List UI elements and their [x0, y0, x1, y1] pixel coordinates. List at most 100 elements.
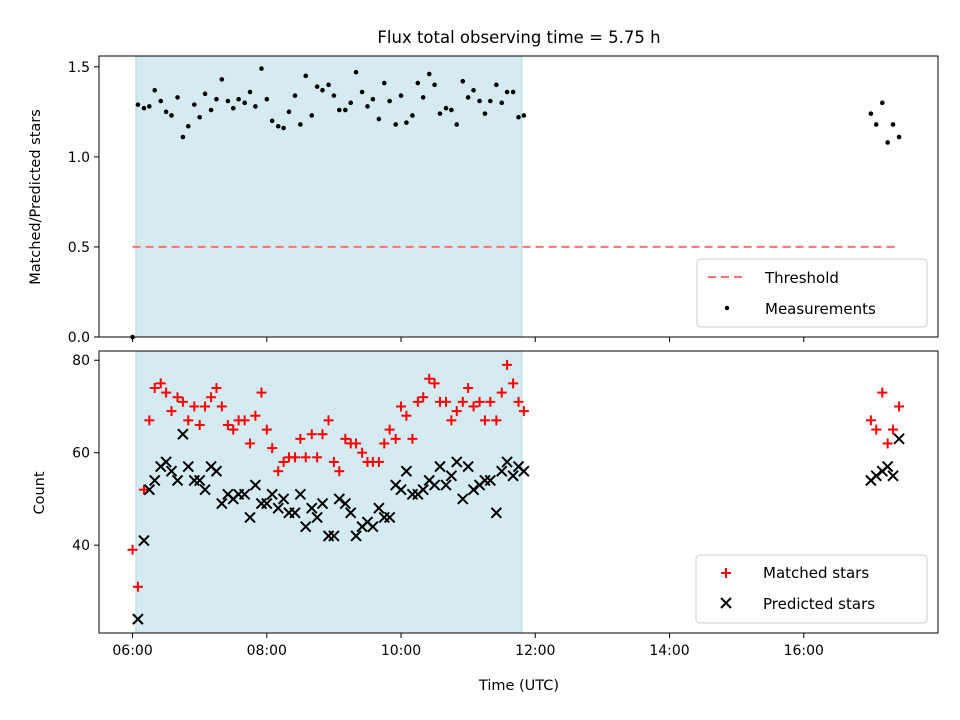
- matched-star-point: [200, 401, 211, 412]
- x-tick-label: 16:00: [784, 643, 824, 659]
- bottom-axes-frame: [98, 350, 939, 634]
- predicted-star-point: [132, 613, 144, 625]
- predicted-star-point: [266, 488, 278, 501]
- matched-star-point: [138, 484, 149, 495]
- matched-star-point: [390, 433, 401, 444]
- measurement-point: [885, 140, 890, 145]
- predicted-star-point: [306, 502, 318, 514]
- measurement-point: [202, 91, 208, 97]
- measurement-point: [331, 93, 337, 98]
- predicted-star-point: [417, 483, 429, 496]
- legend-matched-label: Matched stars: [763, 564, 869, 582]
- legend-threshold-label: Threshold: [764, 269, 839, 287]
- measurement-point: [868, 111, 874, 116]
- predicted-star-point: [272, 502, 284, 514]
- measurement-point: [236, 96, 241, 102]
- measurement-point: [432, 82, 437, 88]
- matched-stars-series: [127, 359, 905, 592]
- top-y-tick-label: 1.5: [68, 60, 90, 76]
- predicted-star-point: [496, 465, 508, 477]
- measurement-point: [521, 113, 527, 118]
- predicted-star-point: [395, 483, 407, 496]
- matched-star-point: [441, 396, 452, 407]
- matched-star-point: [463, 382, 474, 393]
- measurement-point: [141, 105, 147, 111]
- measurement-point: [896, 134, 902, 140]
- x-tick-label: 14:00: [649, 643, 689, 659]
- matched-star-point: [424, 373, 435, 384]
- predicted-star-point: [311, 511, 323, 524]
- matched-star-point: [418, 392, 429, 403]
- predicted-star-point: [457, 493, 469, 505]
- matched-star-point: [211, 382, 222, 393]
- measurement-point: [230, 105, 236, 111]
- figure-title: Flux total observing time = 5.75 h: [377, 28, 660, 47]
- predicted-star-point: [462, 460, 474, 473]
- x-tick-label: 08:00: [247, 643, 287, 659]
- measurement-point: [336, 107, 342, 113]
- measurement-point: [264, 96, 270, 102]
- measurement-point: [286, 109, 292, 115]
- predicted-star-point: [261, 497, 273, 510]
- measurement-point: [225, 98, 231, 104]
- predicted-star-point: [333, 493, 345, 505]
- matched-star-point: [261, 424, 272, 435]
- top-legend-box: [696, 258, 928, 328]
- bottom-x-axis: 06:00 08:00 10:00 12:00 14:00 16:00: [112, 633, 824, 659]
- bottom-y-axis-label: Count: [32, 471, 48, 514]
- predicted-star-point: [316, 497, 329, 510]
- measurement-point: [185, 123, 191, 129]
- predicted-star-point: [400, 465, 413, 477]
- measurements-series: [130, 66, 902, 340]
- matched-star-point: [518, 406, 529, 417]
- matched-star-point: [278, 456, 289, 467]
- legend-predicted-label: Predicted stars: [763, 595, 875, 613]
- predicted-star-point: [182, 460, 194, 473]
- matched-star-point: [273, 466, 284, 477]
- matched-star-point: [216, 401, 227, 412]
- measurement-point: [192, 102, 197, 107]
- matched-star-point: [882, 438, 893, 449]
- matched-star-point: [328, 456, 339, 467]
- top-x-ticks: [132, 337, 805, 342]
- measurement-point: [365, 104, 370, 109]
- measurement-point: [410, 113, 415, 118]
- measurement-point: [420, 95, 426, 100]
- matched-star-point: [496, 387, 507, 398]
- matched-star-point: [239, 415, 250, 426]
- predicted-star-point: [887, 470, 899, 482]
- measurement-point: [471, 87, 476, 93]
- matched-star-point: [468, 401, 479, 412]
- predicted-star-point: [467, 483, 480, 496]
- measurement-point: [259, 66, 264, 71]
- measurement-point: [242, 100, 247, 106]
- measurement-point: [393, 122, 398, 127]
- measurement-point: [247, 89, 253, 95]
- measurement-point: [426, 71, 432, 77]
- matched-star-point: [245, 438, 256, 449]
- predicted-star-point: [367, 520, 379, 533]
- predicted-star-point: [484, 474, 497, 487]
- predicted-star-point: [300, 520, 312, 533]
- predicted-star-point: [501, 456, 513, 468]
- x-tick-label: 12:00: [515, 643, 555, 659]
- predicted-star-point: [434, 460, 446, 473]
- predicted-star-point: [328, 530, 340, 542]
- matched-star-point: [407, 433, 418, 444]
- matched-star-point: [894, 401, 905, 412]
- measurement-point: [376, 116, 382, 122]
- predicted-star-point: [893, 433, 905, 445]
- bottom-legend: Matched stars Predicted stars: [695, 554, 928, 624]
- top-y-tick-label: 0.0: [68, 330, 90, 346]
- predicted-star-point: [289, 507, 301, 519]
- predicted-star-point: [165, 465, 178, 477]
- measurement-point: [292, 93, 298, 98]
- measurement-point: [873, 122, 879, 127]
- matched-star-point: [446, 415, 457, 426]
- top-panel: 0.0 0.5 1.0 1.5 Matched/Predicted stars Thr…: [28, 55, 939, 346]
- matched-star-point: [485, 396, 496, 407]
- measurement-point: [214, 96, 219, 102]
- top-y-tick-label: 1.0: [68, 150, 90, 166]
- matched-star-point: [401, 410, 412, 421]
- predicted-star-point: [171, 474, 184, 487]
